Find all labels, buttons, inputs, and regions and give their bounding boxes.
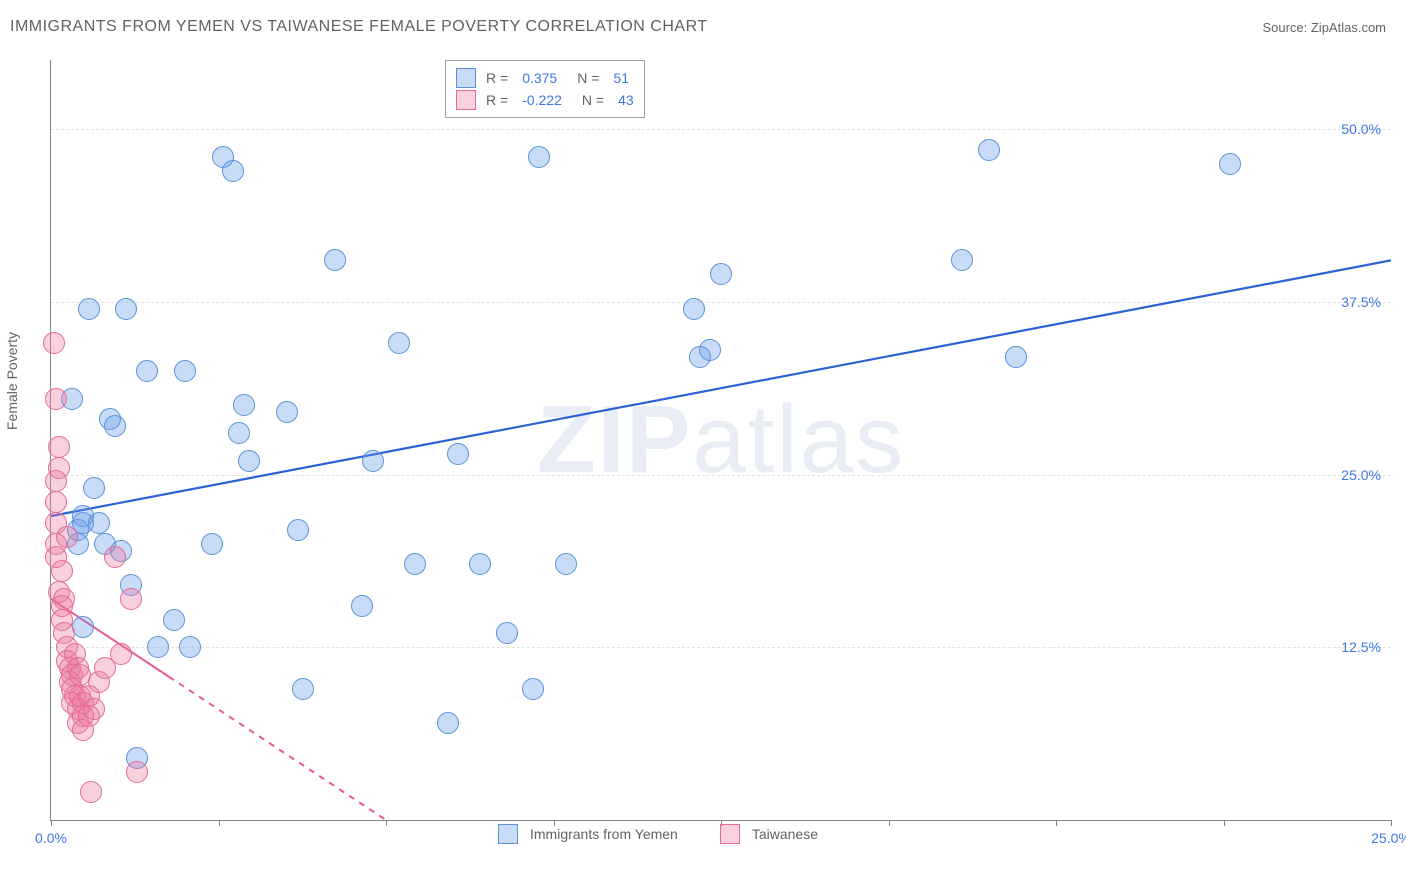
scatter-point <box>1219 153 1241 175</box>
trend-line <box>169 677 386 820</box>
legend-row-series2: R = -0.222 N = 43 <box>456 89 634 111</box>
watermark: ZIPatlas <box>537 385 905 495</box>
scatter-point <box>683 298 705 320</box>
xtick-mark <box>386 820 387 826</box>
xtick-mark <box>889 820 890 826</box>
legend-n-label-2: N = <box>582 89 604 111</box>
scatter-point <box>388 332 410 354</box>
legend-n-value-2: 43 <box>618 89 634 111</box>
scatter-point <box>951 249 973 271</box>
xtick-mark <box>1224 820 1225 826</box>
scatter-point <box>201 533 223 555</box>
scatter-point <box>48 457 70 479</box>
trend-line <box>51 260 1391 516</box>
scatter-point <box>174 360 196 382</box>
scatter-point <box>522 678 544 700</box>
legend-r-value-1: 0.375 <box>522 67 557 89</box>
scatter-point <box>447 443 469 465</box>
scatter-point <box>710 263 732 285</box>
scatter-point <box>78 298 100 320</box>
scatter-point <box>222 160 244 182</box>
legend-r-value-2: -0.222 <box>522 89 562 111</box>
legend-label-series1: Immigrants from Yemen <box>530 826 678 842</box>
scatter-point <box>104 546 126 568</box>
watermark-bold: ZIP <box>537 386 692 493</box>
series-legend: Immigrants from Yemen Taiwanese <box>498 824 818 844</box>
xtick-mark <box>219 820 220 826</box>
xtick-mark <box>1391 820 1392 826</box>
scatter-point <box>496 622 518 644</box>
scatter-point <box>404 553 426 575</box>
scatter-point <box>163 609 185 631</box>
chart-title: IMMIGRANTS FROM YEMEN VS TAIWANESE FEMAL… <box>10 18 708 36</box>
legend-swatch-series1 <box>456 68 476 88</box>
scatter-point <box>179 636 201 658</box>
legend-n-value-1: 51 <box>613 67 629 89</box>
scatter-point <box>469 553 491 575</box>
scatter-point <box>53 588 75 610</box>
scatter-point <box>276 401 298 423</box>
scatter-point <box>88 512 110 534</box>
plot-area: ZIPatlas 12.5%25.0%37.5%50.0%0.0%25.0% <box>50 60 1391 821</box>
ytick-label: 50.0% <box>1341 121 1381 137</box>
xtick-mark <box>1056 820 1057 826</box>
scatter-point <box>233 394 255 416</box>
scatter-point <box>699 339 721 361</box>
scatter-point <box>110 643 132 665</box>
legend-label-series2: Taiwanese <box>752 826 818 842</box>
scatter-point <box>83 477 105 499</box>
correlation-legend: R = 0.375 N = 51 R = -0.222 N = 43 <box>445 60 645 118</box>
scatter-point <box>287 519 309 541</box>
scatter-point <box>83 698 105 720</box>
legend-swatch-series2-b <box>720 824 740 844</box>
ytick-label: 25.0% <box>1341 467 1381 483</box>
scatter-point <box>978 139 1000 161</box>
ytick-label: 37.5% <box>1341 294 1381 310</box>
scatter-point <box>72 616 94 638</box>
scatter-point <box>555 553 577 575</box>
gridline-h <box>51 129 1391 130</box>
scatter-point <box>48 436 70 458</box>
scatter-point <box>45 388 67 410</box>
legend-swatch-series1-b <box>498 824 518 844</box>
scatter-point <box>80 781 102 803</box>
scatter-point <box>292 678 314 700</box>
legend-r-label: R = <box>486 67 508 89</box>
scatter-point <box>43 332 65 354</box>
watermark-light: atlas <box>692 386 905 493</box>
scatter-point <box>1005 346 1027 368</box>
scatter-point <box>136 360 158 382</box>
scatter-point <box>351 595 373 617</box>
gridline-h <box>51 647 1391 648</box>
ytick-label: 12.5% <box>1341 639 1381 655</box>
scatter-point <box>147 636 169 658</box>
xtick-mark <box>51 820 52 826</box>
scatter-point <box>324 249 346 271</box>
scatter-point <box>228 422 250 444</box>
gridline-h <box>51 302 1391 303</box>
scatter-point <box>120 588 142 610</box>
legend-row-series1: R = 0.375 N = 51 <box>456 67 634 89</box>
scatter-point <box>238 450 260 472</box>
legend-swatch-series2 <box>456 90 476 110</box>
legend-r-label-2: R = <box>486 89 508 111</box>
xtick-label: 25.0% <box>1371 830 1406 846</box>
scatter-point <box>45 491 67 513</box>
scatter-point <box>528 146 550 168</box>
y-axis-label: Female Poverty <box>4 332 20 430</box>
scatter-point <box>115 298 137 320</box>
scatter-point <box>362 450 384 472</box>
scatter-point <box>126 761 148 783</box>
xtick-label: 0.0% <box>35 830 67 846</box>
gridline-h <box>51 475 1391 476</box>
legend-n-label: N = <box>577 67 599 89</box>
scatter-point <box>51 560 73 582</box>
scatter-point <box>437 712 459 734</box>
scatter-point <box>56 526 78 548</box>
scatter-point <box>104 415 126 437</box>
source-attribution: Source: ZipAtlas.com <box>1262 20 1386 35</box>
